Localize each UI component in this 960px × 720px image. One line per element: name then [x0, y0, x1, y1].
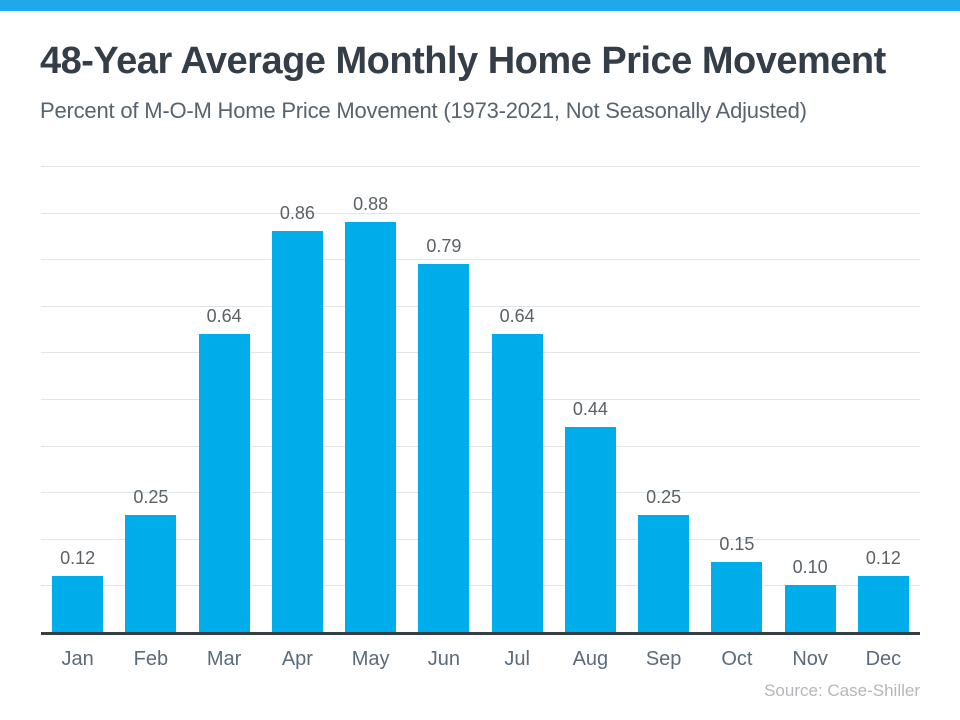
x-axis-label-may: May	[351, 648, 390, 670]
bar-aug	[564, 427, 616, 632]
bar-value-label-nov: 0.10	[792, 557, 828, 577]
x-axis-label-nov: Nov	[792, 648, 828, 670]
x-axis-label-dec: Dec	[865, 648, 902, 670]
bar-value-label-jan: 0.12	[60, 548, 96, 568]
bar-value-label-aug: 0.44	[572, 399, 608, 419]
grid-line	[41, 538, 920, 540]
bar-may	[345, 222, 397, 632]
plot-area: 0.12 0.25 0.64 0.86 0.88 0.79 0.64 0.44 0.25 0.15…	[41, 166, 920, 635]
bar-jun	[418, 264, 470, 632]
top-accent-bar	[0, 0, 960, 11]
grid-line	[41, 585, 920, 587]
grid-line	[41, 166, 920, 167]
bar-value-label-may: 0.88	[353, 194, 389, 214]
bar-value-label-jul: 0.64	[499, 306, 535, 326]
bar-value-label-jun: 0.79	[426, 236, 462, 256]
chart-title: 48-Year Average Monthly Home Price Movem…	[40, 40, 886, 82]
grid-line	[41, 445, 920, 447]
chart-subtitle: Percent of M-O-M Home Price Movement (19…	[40, 98, 807, 123]
x-axis-label-feb: Feb	[133, 648, 169, 670]
bar-jan	[52, 576, 104, 632]
bar-sep	[638, 515, 690, 632]
bar-nov	[784, 585, 836, 632]
bar-value-label-feb: 0.25	[133, 487, 169, 507]
x-axis-label-jan: Jan	[61, 648, 94, 670]
bar-value-label-sep: 0.25	[646, 487, 682, 507]
grid-line	[41, 212, 920, 214]
bar-value-label-dec: 0.12	[865, 548, 901, 568]
bar-value-label-apr: 0.86	[279, 203, 315, 223]
grid-line	[41, 399, 920, 400]
x-axis-label-oct: Oct	[721, 648, 753, 670]
x-axis-label-sep: Sep	[645, 648, 682, 670]
source-note: Source: Case-Shiller	[764, 681, 920, 700]
bar-apr	[271, 231, 323, 632]
x-axis: Jan Feb Mar Apr May Jun Jul Aug Sep Oct Nov Dec	[41, 648, 920, 674]
x-axis-label-apr: Apr	[281, 648, 313, 670]
bar-feb	[125, 515, 177, 632]
bar-value-label-mar: 0.64	[206, 306, 242, 326]
bar-oct	[711, 562, 763, 632]
bar-jul	[491, 334, 543, 632]
bar-dec	[857, 576, 909, 632]
x-axis-label-mar: Mar	[206, 648, 242, 670]
x-axis-label-jul: Jul	[504, 648, 530, 670]
grid-line	[41, 352, 920, 354]
x-axis-label-jun: Jun	[427, 648, 460, 670]
bar-value-label-oct: 0.15	[719, 534, 755, 554]
grid-line	[41, 305, 920, 307]
grid-line	[41, 259, 920, 261]
x-axis-label-aug: Aug	[572, 648, 609, 670]
bar-mar	[198, 334, 250, 632]
grid-line	[41, 492, 920, 494]
